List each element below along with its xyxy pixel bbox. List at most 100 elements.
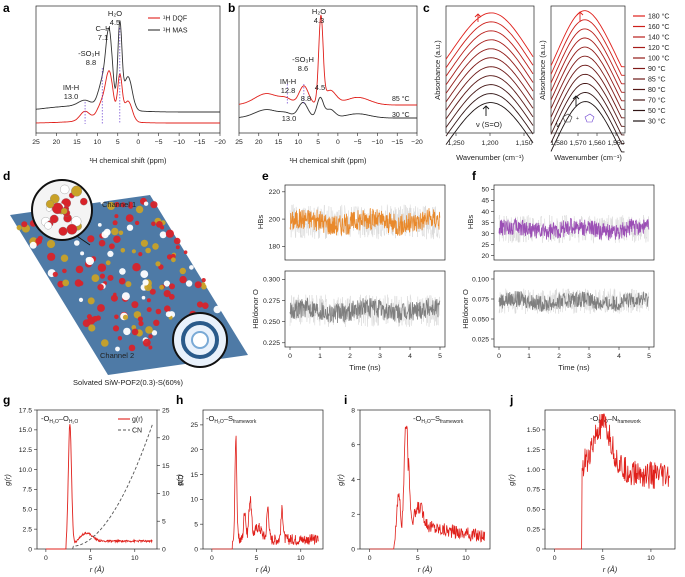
panel-g-ylabel2: CN [176,475,185,486]
panel-g-ytick-label: 12.5 [19,447,32,454]
framework-atom [110,294,118,302]
panel-f-top-ytick-label: 40 [481,209,489,216]
channel-2-ring [181,321,219,359]
panel-c-legend-label: 80 °C [648,86,666,94]
panel-d-caption: Solvated SiW-POF2(0.3)-S(60%) [73,378,183,387]
panel-e-xtick-label: 4 [408,353,412,360]
panel-a-ann-h2o-value: 4.5 [110,18,120,27]
panel-c-left-xtick-label: 1,250 [447,140,464,147]
panel-g-y2tick-label: 10 [162,491,170,498]
panel-d-structure-render: Channel 1 Channel 2 Solvated SiW-POF2(0.… [10,179,248,387]
panel-label-e: e [262,169,269,183]
framework-atom [121,292,130,301]
framework-atom [78,297,84,302]
panel-e-xtick-label: 5 [438,353,442,360]
panel-c-legend-label: 90 °C [648,65,666,73]
panel-c-left-arrow-black [482,105,490,116]
panel-b-xtick-label: 5 [316,139,320,146]
panel-c-left-frame [445,5,535,134]
panel-c-left-curve [445,66,534,111]
panel-c-legend-label: 140 °C [648,34,669,42]
panel-h-frame [202,409,324,550]
framework-atom [131,325,137,330]
channel-1-atom [71,185,83,197]
panel-a-xtick-label: −15 [194,139,206,146]
framework-atom [103,228,111,236]
panel-i-rdf-line [369,425,486,550]
panel-g-legend-gr: g(r) [132,417,143,424]
panel-g-frame [36,409,158,550]
framework-atom [128,203,134,209]
panel-b-ann-so3h-red: 8.6 [298,64,308,73]
panel-g-xlabel: r (Å) [90,565,105,574]
panel-label-i: i [344,393,347,407]
panel-b-30c-line [239,96,417,119]
framework-atom [173,237,181,245]
panel-g-ytick-label: 17.5 [19,407,32,414]
channel-1-atom [80,197,88,206]
panel-c-left-curve [445,39,534,86]
framework-atom [169,283,175,290]
panel-f-xtick-label: 5 [647,353,651,360]
framework-atom [117,336,123,341]
channel-1-atom [44,221,53,230]
channel-1-label: Channel 1 [102,200,136,209]
panel-label-g: g [3,393,10,407]
panel-a-xtick-label: 20 [53,139,61,146]
framework-atom [118,230,124,236]
panel-g-gr-line [45,424,153,550]
panel-g-ytick-label: 7.5 [23,487,33,494]
panel-j-ytick-label: 0.25 [527,526,540,533]
panel-c-right-xtick-label: 1,570 [569,140,586,147]
panel-g-xtick-label: 5 [88,555,92,562]
framework-atom [75,265,84,274]
panel-h-xtick-label: 5 [254,555,258,562]
framework-atom [194,281,202,289]
framework-atom [148,345,153,350]
panel-c-left-curve [445,12,534,60]
panel-f-xtick-label: 4 [617,353,621,360]
panel-a-dqf-line [36,69,220,124]
panel-j-xtick-label: 10 [647,555,655,562]
framework-atom [60,254,69,262]
panel-b-xtick-label: 25 [235,139,243,146]
framework-atom [99,273,105,279]
panel-e-ticks: 0 1 2 3 4 5 220 200 180 0.300 0.275 0.250 0.225 [263,189,442,360]
panel-i-ytick-label: 8 [351,407,355,414]
panel-h-rdf: g(r) r (Å) -OH₂O–Sframework 0 5 10 0 5 10 15 20… [175,409,324,574]
panel-e-bottom-ytick-label: 0.275 [263,298,280,305]
panel-b-85c-line [238,14,417,106]
panel-b-legend-85: 85 °C [392,95,410,103]
framework-atom [153,319,160,326]
panel-f-bottom-ytick-label: 0.075 [472,296,489,303]
framework-atom [21,221,28,228]
framework-atom [87,316,96,325]
framework-atom [107,250,114,257]
framework-atom [46,239,56,249]
framework-atom [122,314,129,320]
framework-atom [138,320,144,327]
panel-g-rdf: g(r) CN r (Å) -OH₂O–OH₂O g(r) CN 0 5 10 0 2.… [3,407,185,574]
panel-c-legend-label: 160 °C [648,23,669,31]
framework-atom [97,284,104,291]
panel-g-xtick-label: 0 [44,555,48,562]
panel-c-x-ticks: 1,250 1,200 1,150 1,580 1,570 1,560 1,550 [447,133,625,147]
panel-a-legend-mas: ¹H MAS [163,28,188,35]
panel-c-left-curve [445,30,534,77]
framework-atom [171,257,176,263]
panel-g-ytick-label: 0 [28,546,32,553]
framework-atom [115,346,120,352]
panel-j-ytick-label: 1.25 [527,447,540,454]
framework-atom [112,325,120,332]
panel-i-frame [359,409,491,550]
panel-h-ytick-label: 0 [194,546,198,553]
framework-atom [159,284,165,290]
panel-e-xtick-label: 2 [348,353,352,360]
framework-atom [113,235,121,243]
framework-atom [74,279,83,287]
panel-a-x-ticks: 25 20 15 10 5 0 −5 −10 −15 −20 [32,133,226,146]
panel-c-right-peak-label: ν [556,120,560,129]
panel-c-right-curve [550,10,625,68]
framework-atom [133,311,142,319]
